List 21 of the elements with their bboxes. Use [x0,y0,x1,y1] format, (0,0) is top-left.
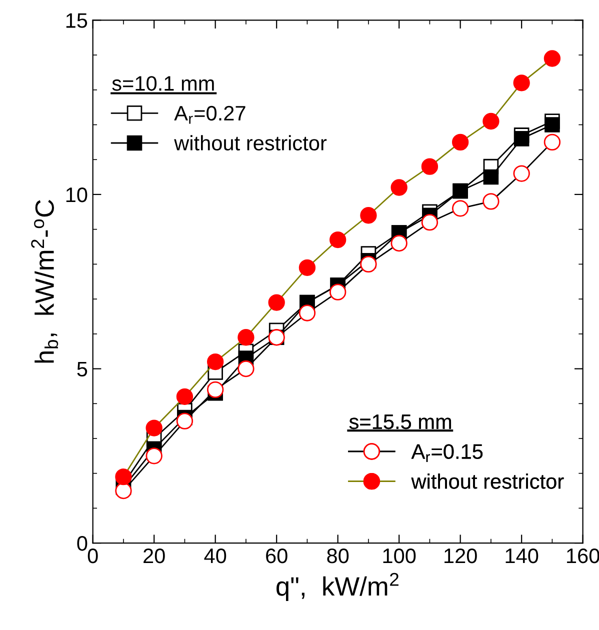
x-tick-label: 140 [506,548,538,564]
x-tick-label: 20 [144,548,165,564]
legend-label: without restrictor [174,135,327,150]
x-tick-label: 40 [204,548,226,564]
text: s=10.1 mm [112,76,214,91]
x-tick-label: 120 [444,548,477,564]
legend-label: A$_{r}$=0.15 [411,444,483,462]
y-tick-label: 15 [66,13,88,28]
x-tick-label: 0 [88,548,98,564]
y-tick-label: 5 [77,362,88,377]
x-tick-label: 80 [327,548,349,564]
legend-label: without restrictor [411,474,564,489]
y-tick-label: 0 [77,536,88,551]
x-tick-label: 100 [383,548,416,564]
legend-label: A$_{r}$=0.27 [174,106,246,124]
x-tick-label: 60 [266,548,288,564]
text: s=15.5 mm [349,414,452,430]
y-axis-title: h$_{b}$, kW/m$^{2}$-$^{o}$C [31,200,58,363]
x-axis-title: q", kW/m$^{2}$ [276,572,398,602]
y-tick-label: 10 [66,187,88,202]
x-tick-label: 160 [567,548,599,564]
